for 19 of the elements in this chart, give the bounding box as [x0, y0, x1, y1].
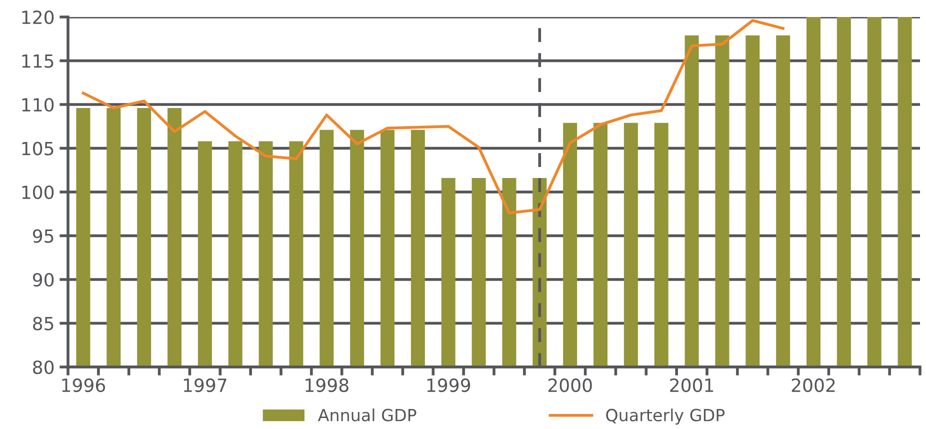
x-tick-label: 1997 [184, 378, 226, 392]
legend-label: Annual GDP [318, 408, 416, 422]
y-tick-label: 100 [22, 185, 54, 200]
x-tick-label: 2000 [548, 378, 592, 392]
y-tick-label: 120 [22, 10, 54, 24]
line-series [82, 19, 784, 214]
y-tick-label: 90 [32, 272, 54, 287]
x-tick-label: 1999 [427, 378, 470, 392]
y-tick-label: 105 [22, 142, 54, 156]
legend-label: Quarterly GDP [606, 408, 725, 425]
x-tick-label: 1996 [62, 378, 106, 392]
x-tick-label: 1998 [306, 378, 348, 392]
y-tick-label: 85 [33, 316, 54, 330]
y-tick-label: 95 [32, 229, 54, 243]
x-tick-label: 2002 [792, 378, 835, 392]
y-tick-label: 110 [22, 98, 54, 112]
y-tick-label: 80 [33, 360, 54, 374]
x-tick-label: 2001 [670, 378, 714, 392]
y-tick-label: 115 [22, 54, 54, 68]
